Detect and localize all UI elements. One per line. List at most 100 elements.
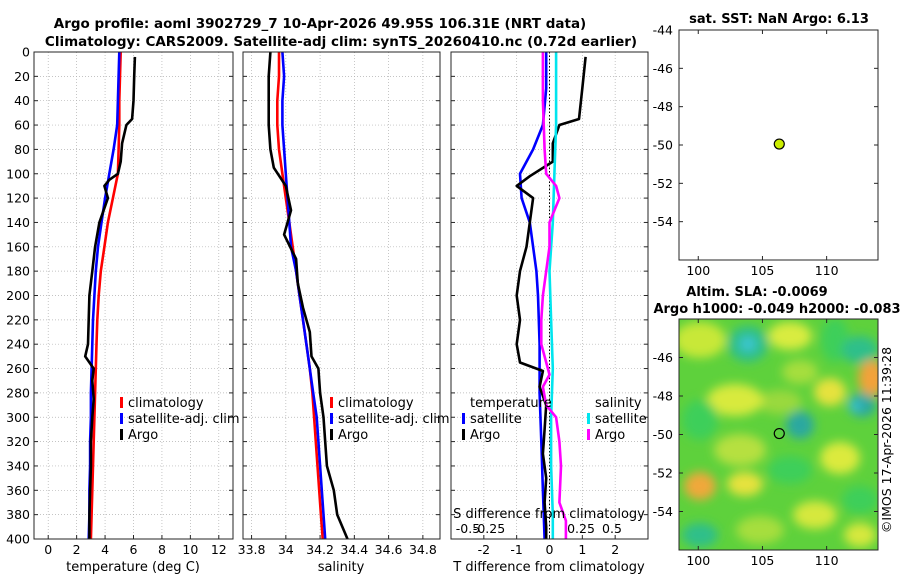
sla-map-xtick-label: 105 (751, 553, 775, 568)
sla-map-ytick-label: -48 (653, 389, 673, 404)
s-tick-2: -0.25 (473, 521, 505, 536)
temperature-xtick-label: 10 (182, 542, 198, 557)
salinity-panel: 33.8 34 34.2 34.4 34.6 34.8 salinity climatol… (238, 51, 450, 575)
temperature-xtick-label: 0 (44, 542, 52, 557)
difference-xtick-label: 0 (546, 542, 554, 557)
difference-series-salinity-argo (539, 52, 568, 539)
temperature-ytick-label: 240 (6, 337, 30, 352)
sla-map-ytick-label: -46 (653, 350, 673, 365)
legend-swatch-s-argo (587, 429, 590, 440)
legend-swatch-satellite (120, 413, 123, 424)
temperature-ytick-label: 120 (6, 191, 30, 206)
legend-label-salinity: salinity (595, 396, 642, 411)
title-line-1: Argo profile: aoml 3902729_7 10-Apr-2026… (54, 16, 586, 32)
temperature-ytick-label: 40 (14, 93, 30, 108)
sla-map-xtick-label: 110 (815, 553, 839, 568)
legend-label-climatology: climatology (128, 396, 204, 411)
sst-map-panel: sat. SST: NaN Argo: 6.13 -44 -46 -48 -50 -52… (653, 12, 879, 278)
difference-panel: -2 -1 0 1 2 T difference from climatology S … (450, 51, 649, 575)
legend-label-satellite: satellite-adj. clim (128, 412, 240, 427)
temperature-series-argo (83, 56, 137, 539)
temperature-xtick-label: 8 (158, 542, 166, 557)
temperature-series-climatology (89, 52, 122, 539)
s-difference-label: S difference from climatology (453, 507, 645, 522)
legend-label-s-satellite: satellite (595, 412, 647, 427)
salinity-xtick-label: 34.8 (409, 542, 437, 557)
difference-xtick-label: 2 (611, 542, 619, 557)
salinity-xtick-label: 34.6 (375, 542, 403, 557)
legend-swatch-satellite (330, 413, 333, 424)
temperature-legend: climatology satellite-adj. clim Argo (120, 396, 240, 443)
sla-map-panel: Altim. SLA: -0.0069 Argo h1000: -0.049 h… (653, 285, 900, 568)
temperature-ytick-label: 400 (6, 532, 30, 547)
legend-swatch-argo (120, 429, 123, 440)
temperature-xtick-label: 4 (101, 542, 109, 557)
legend-label-argo: Argo (338, 428, 368, 443)
temperature-xtick-label: 12 (211, 542, 227, 557)
temperature-panel: 0204060801001201401601802002202402602803… (6, 45, 239, 576)
s-tick-1: -0.5 (456, 521, 480, 536)
legend-label-satellite: satellite-adj. clim (338, 412, 450, 427)
sla-heatmap-blobs (679, 319, 878, 547)
difference-xtick-label: 1 (578, 542, 586, 557)
salinity-series-argo (267, 52, 349, 539)
sla-map-ytick-label: -54 (653, 504, 673, 519)
temperature-ytick-label: 20 (14, 69, 30, 84)
temperature-ytick-label: 320 (6, 434, 30, 449)
difference-series-salinity-satellite (548, 52, 558, 539)
difference-xlabel: T difference from climatology (452, 560, 645, 575)
temperature-ytick-label: 260 (6, 361, 30, 376)
salinity-xtick-label: 34 (278, 542, 294, 557)
sst-map-ytick-label: -54 (653, 214, 673, 229)
sla-title-line-1: Altim. SLA: -0.0069 (686, 285, 827, 300)
temperature-ytick-label: 380 (6, 507, 30, 522)
s-tick-4: 0.5 (602, 521, 622, 536)
salinity-xlabel: salinity (318, 560, 365, 575)
legend-label-climatology: climatology (338, 396, 414, 411)
sla-heatmap (679, 319, 878, 550)
sst-map-ytick-label: -52 (653, 176, 673, 191)
title-line-2: Climatology: CARS2009. Satellite-adj cli… (45, 34, 637, 50)
difference-xtick-label: -2 (478, 542, 490, 557)
temperature-ytick-label: 280 (6, 385, 30, 400)
difference-xtick-label: -1 (510, 542, 522, 557)
temperature-ytick-label: 180 (6, 264, 30, 279)
sst-map-ytick-label: -48 (653, 99, 673, 114)
legend-label-s-argo: Argo (595, 428, 625, 443)
salinity-plot-area (243, 52, 440, 539)
sst-map-xtick-label: 100 (686, 263, 710, 278)
legend-label-argo: Argo (128, 428, 158, 443)
difference-legend: temperature satellite Argo salinity sate… (462, 396, 647, 443)
temperature-ytick-label: 220 (6, 312, 30, 327)
temperature-xtick-label: 6 (130, 542, 138, 557)
legend-swatch-climatology (330, 397, 333, 408)
temperature-ytick-label: 200 (6, 288, 30, 303)
temperature-ytick-label: 80 (14, 142, 30, 157)
sla-map-ytick-label: -52 (653, 466, 673, 481)
sst-map-xtick-label: 105 (751, 263, 775, 278)
temperature-ytick-label: 0 (22, 45, 30, 60)
sst-map-ytick-label: -44 (653, 23, 673, 38)
legend-swatch-s-satellite (587, 413, 590, 424)
difference-series-temperature-argo (515, 56, 587, 539)
temperature-ytick-label: 340 (6, 458, 30, 473)
sst-map-argo-marker (773, 138, 785, 150)
sla-title-line-2: Argo h1000: -0.049 h2000: -0.083 (653, 302, 900, 317)
difference-series-temperature-satellite (518, 52, 548, 539)
legend-label-temperature: temperature (470, 396, 552, 411)
salinity-legend: climatology satellite-adj. clim Argo (330, 396, 450, 443)
temperature-xtick-label: 2 (73, 542, 81, 557)
sst-map-ytick-label: -46 (653, 61, 673, 76)
s-tick-3: 0.25 (567, 521, 595, 536)
salinity-xtick-label: 34.4 (340, 542, 368, 557)
temperature-ytick-label: 100 (6, 166, 30, 181)
legend-label-t-argo: Argo (470, 428, 500, 443)
temperature-ytick-label: 300 (6, 410, 30, 425)
watermark: ©IMOS 17-Apr-2026 11:39:28 (879, 347, 894, 533)
salinity-xtick-label: 34.2 (306, 542, 334, 557)
temperature-ytick-label: 140 (6, 215, 30, 230)
legend-swatch-climatology (120, 397, 123, 408)
temperature-ytick-label: 160 (6, 239, 30, 254)
sst-map-xtick-label: 110 (815, 263, 839, 278)
